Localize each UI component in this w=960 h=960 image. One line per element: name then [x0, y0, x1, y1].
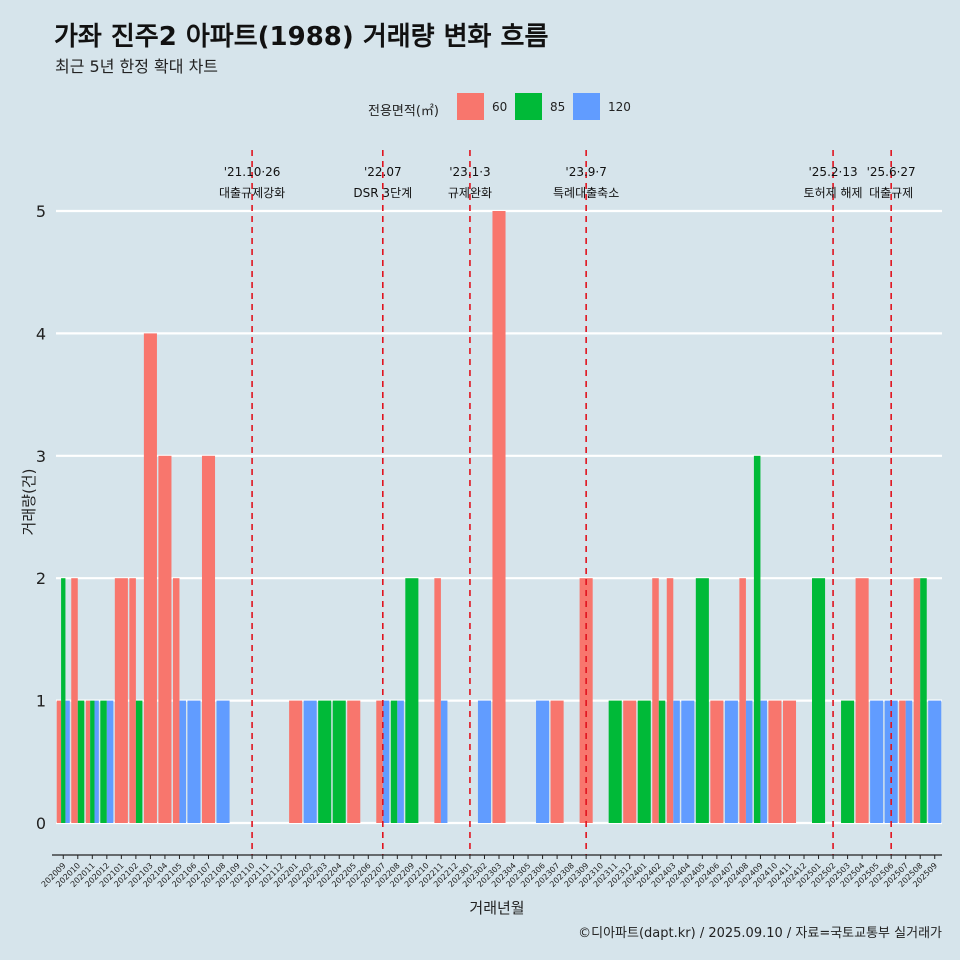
bar-120-202407: [724, 700, 738, 823]
legend-swatch-85: [515, 93, 542, 120]
bar-60-202207: [376, 700, 383, 823]
bar-60-202103: [143, 333, 157, 823]
y-tick-label: 3: [36, 447, 46, 466]
bar-120-202106: [187, 700, 201, 823]
event-name-label: 토허제 해제: [804, 186, 863, 200]
bar-120-202409: [760, 700, 767, 823]
bar-60-202102: [129, 578, 136, 823]
bar-85-202209: [405, 578, 419, 823]
bar-85-202203: [318, 700, 332, 823]
y-axis-title: 거래량(건): [20, 469, 38, 536]
bar-60-202507: [899, 700, 906, 823]
event-date-label: '21.10·26: [224, 165, 281, 179]
bar-60-202312: [623, 700, 637, 823]
bar-85-202311: [608, 700, 622, 823]
bar-120-202105: [179, 700, 186, 823]
bar-120-202208: [397, 700, 404, 823]
bar-60-202010: [71, 578, 78, 823]
bar-85-202402: [658, 700, 666, 823]
bar-85-202208: [390, 700, 398, 823]
bar-85-202501: [812, 578, 826, 823]
bar-60-202107: [201, 455, 216, 823]
bar-120-202011: [94, 700, 99, 823]
event-date-label: '22.07: [364, 165, 402, 179]
legend-label-60: 60: [492, 100, 508, 114]
bar-85-202009: [61, 578, 66, 823]
event-date-label: '25.6·27: [867, 165, 916, 179]
bar-85-202010: [77, 700, 85, 823]
bar-85-202409: [753, 455, 761, 823]
bar-60-202211: [434, 578, 441, 823]
bar-60-202104: [158, 455, 172, 823]
event-date-label: '23.1·3: [449, 165, 490, 179]
y-tick-label: 2: [36, 569, 46, 588]
bar-120-202404: [681, 700, 695, 823]
bar-120-202509: [928, 700, 942, 823]
bar-60-202303: [492, 211, 506, 823]
bar-60-202403: [666, 578, 674, 823]
bar-60-202406: [710, 700, 724, 823]
bar-85-202401: [637, 700, 651, 823]
legend: 전용면적(㎡) 60 85 120: [0, 92, 960, 122]
legend-label-85: 85: [550, 100, 566, 114]
legend-swatch-60: [457, 93, 484, 120]
y-tick-label: 5: [36, 202, 46, 221]
bar-120-202302: [477, 700, 492, 823]
bar-120-202012: [106, 700, 114, 823]
bar-85-202102: [135, 700, 143, 823]
bar-60-202201: [289, 700, 303, 823]
bar-60-202105: [172, 578, 180, 823]
bar-60-202408: [739, 578, 746, 823]
event-date-label: '25.2·13: [809, 165, 858, 179]
bar-120-202408: [745, 700, 753, 823]
chart-subtitle: 최근 5년 한정 확대 차트: [55, 57, 219, 76]
event-name-label: DSR 3단계: [353, 186, 412, 200]
bar-85-202503: [841, 700, 855, 823]
bar-85-202508: [920, 578, 927, 823]
event-name-label: 규제완화: [448, 186, 492, 200]
bar-120-202507: [905, 700, 913, 823]
source-caption: ©디아파트(dapt.kr) / 2025.09.10 / 자료=국토교통부 실…: [578, 926, 942, 941]
bar-60-202205: [347, 700, 361, 823]
y-tick-label: 1: [36, 692, 46, 711]
bar-120-202009: [65, 700, 70, 823]
legend-title: 전용면적(㎡): [368, 104, 439, 119]
bar-85-202011: [90, 700, 95, 823]
y-tick-label: 0: [36, 814, 46, 833]
bar-120-202108: [216, 700, 230, 823]
bar-120-202207: [382, 700, 390, 823]
event-date-label: '23.9·7: [565, 165, 606, 179]
bar-60-202011: [85, 700, 91, 823]
bar-120-202306: [536, 700, 550, 823]
bar-60-202101: [114, 578, 128, 823]
bar-120-202211: [440, 700, 448, 823]
bar-60-202508: [913, 578, 921, 823]
bar-60-202009: [56, 700, 62, 823]
event-name-label: 대출규제: [869, 186, 913, 200]
bar-60-202307: [550, 700, 564, 823]
bar-85-202204: [332, 700, 346, 823]
bar-85-202405: [695, 578, 709, 823]
bar-120-202506: [884, 700, 898, 823]
bar-120-202505: [870, 700, 884, 823]
bar-60-202402: [652, 578, 659, 823]
bar-60-202410: [768, 700, 782, 823]
y-tick-label: 4: [36, 324, 46, 343]
bar-60-202411: [782, 700, 797, 823]
bar-60-202504: [855, 578, 869, 823]
legend-swatch-120: [573, 93, 600, 120]
event-name-label: 특례대출축소: [553, 186, 619, 200]
x-axis-title: 거래년월: [469, 899, 524, 917]
bar-120-202202: [303, 700, 317, 823]
bar-120-202403: [673, 700, 680, 823]
bar-85-202012: [100, 700, 107, 823]
legend-label-120: 120: [608, 100, 631, 114]
event-name-label: 대출규제강화: [219, 186, 285, 200]
chart-title: 가좌 진주2 아파트(1988) 거래량 변화 흐름: [54, 22, 549, 52]
